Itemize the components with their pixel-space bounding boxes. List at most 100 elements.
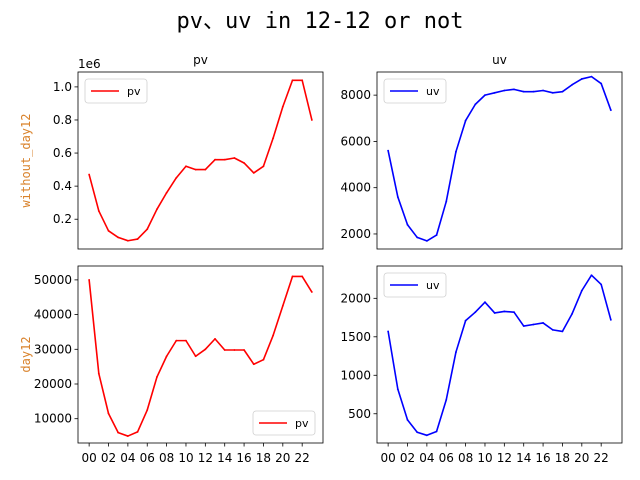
data-point xyxy=(88,173,91,176)
data-point xyxy=(301,79,304,82)
data-point xyxy=(609,109,612,112)
data-point xyxy=(435,234,438,237)
data-point xyxy=(185,165,187,168)
data-point xyxy=(243,349,245,351)
data-point xyxy=(600,283,603,286)
subplot-2: uv 2000 4000 6000 8000 uv xyxy=(340,53,623,250)
data-point xyxy=(571,312,574,315)
legend-label: pv xyxy=(295,417,309,430)
data-point xyxy=(455,351,457,354)
data-point xyxy=(156,376,158,378)
data-point xyxy=(425,434,428,437)
y-tick-label: 1000 xyxy=(340,368,371,382)
data-point xyxy=(204,348,207,351)
data-point xyxy=(425,240,428,242)
x-tick-label: 10 xyxy=(477,451,492,465)
subplot-title: uv xyxy=(492,53,507,67)
y-tick-label: 8000 xyxy=(340,88,371,102)
legend: uv xyxy=(383,272,447,298)
data-point xyxy=(542,89,544,92)
data-point xyxy=(609,318,612,321)
data-point xyxy=(214,337,216,340)
data-point xyxy=(243,162,245,164)
figure-suptitle: pv、uv in 12-12 or not xyxy=(177,9,464,34)
data-point xyxy=(522,90,525,93)
y-tick-label: 30000 xyxy=(34,342,72,356)
data-point xyxy=(136,238,139,240)
data-point xyxy=(532,323,535,326)
data-point xyxy=(513,311,515,314)
data-point xyxy=(445,200,448,203)
legend: uv xyxy=(383,78,447,104)
x-tick-label: 08 xyxy=(458,451,473,465)
x-tick-label: 12 xyxy=(198,451,213,465)
y-tick-label: 6000 xyxy=(340,134,371,148)
data-point xyxy=(223,349,226,351)
legend-label: uv xyxy=(426,279,440,292)
data-point xyxy=(396,196,399,198)
data-point xyxy=(194,168,197,171)
data-point xyxy=(175,176,178,179)
data-point xyxy=(194,355,197,358)
y-tick-label: 0.4 xyxy=(53,179,72,193)
x-tick-label: 06 xyxy=(140,451,155,465)
series-line-uv xyxy=(387,75,612,242)
data-point xyxy=(107,412,110,415)
y-tick-label: 50000 xyxy=(34,273,72,287)
data-point xyxy=(126,239,129,242)
data-point xyxy=(416,236,419,239)
data-point xyxy=(580,289,583,292)
data-point xyxy=(561,90,564,93)
data-point xyxy=(522,325,525,327)
axes-frame xyxy=(376,71,623,250)
data-point xyxy=(117,236,120,239)
data-point xyxy=(117,431,120,434)
data-point xyxy=(387,330,390,333)
legend-label: pv xyxy=(127,85,141,98)
y-tick-label: 40000 xyxy=(34,308,72,322)
subplot-3: 10000 20000 30000 40000 50000 00 02 04 06 08 10 12 1… xyxy=(19,265,324,465)
data-point xyxy=(474,103,477,106)
x-tick-label: 20 xyxy=(574,451,589,465)
data-point xyxy=(551,328,554,331)
data-point xyxy=(252,172,255,174)
data-point xyxy=(136,430,139,433)
data-point xyxy=(590,75,593,78)
data-point xyxy=(455,150,457,153)
data-point xyxy=(291,275,294,278)
data-point xyxy=(532,90,535,93)
y-tick-label: 1500 xyxy=(340,330,371,344)
data-point xyxy=(146,228,149,231)
y-tick-label: 0.2 xyxy=(53,212,72,226)
series-line-uv xyxy=(387,274,612,437)
subplot-1: pv 0.2 0.4 0.6 0.8 1.0 1e6 without_day12 pv xyxy=(19,53,324,250)
axes-layer: pv0.20.40.60.81.01e6without_day12pvuv200… xyxy=(19,53,623,465)
data-point xyxy=(107,229,110,232)
data-point xyxy=(233,349,236,351)
data-point xyxy=(551,91,554,94)
y-tick-label: 2000 xyxy=(340,291,371,305)
data-point xyxy=(291,79,294,82)
data-point xyxy=(204,168,207,171)
data-point xyxy=(396,388,399,391)
x-tick-label: 08 xyxy=(159,451,174,465)
data-point xyxy=(185,339,187,342)
data-point xyxy=(88,278,91,281)
data-point xyxy=(561,330,564,333)
data-point xyxy=(126,435,129,437)
data-point xyxy=(156,208,158,211)
subplot-title: pv xyxy=(193,53,208,67)
x-tick-label: 10 xyxy=(178,451,193,465)
data-point xyxy=(484,94,486,97)
data-point xyxy=(445,399,448,401)
x-tick-label: 02 xyxy=(101,451,116,465)
data-point xyxy=(503,89,506,92)
data-point xyxy=(97,210,100,212)
x-tick-label: 18 xyxy=(555,451,570,465)
x-tick-label: 14 xyxy=(217,451,232,465)
data-point xyxy=(580,78,583,80)
data-point xyxy=(474,311,477,314)
data-point xyxy=(464,119,467,122)
data-point xyxy=(214,158,216,161)
y-offset-label: 1e6 xyxy=(78,57,101,71)
